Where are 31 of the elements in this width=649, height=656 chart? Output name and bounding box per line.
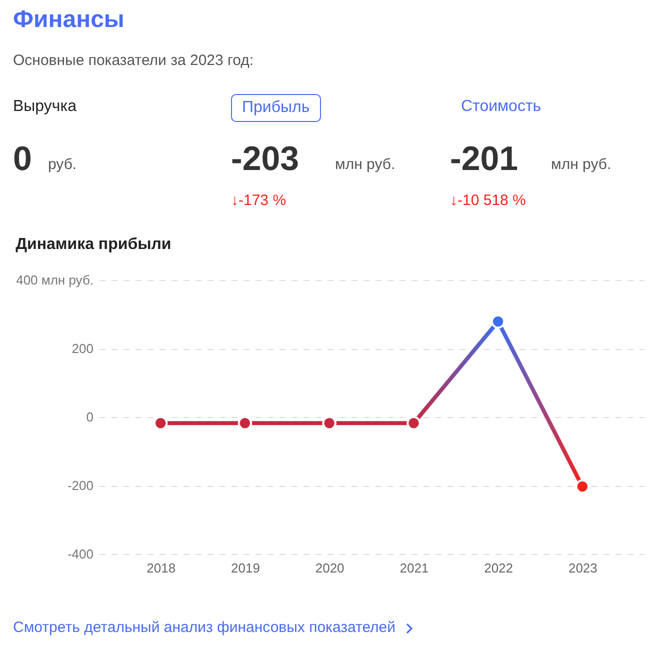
- point: [238, 416, 252, 430]
- text: Прибыль: [231, 94, 321, 122]
- y-tick-label: 0: [86, 410, 94, 424]
- text: Смотреть детальный анализ финансовых показателей: [13, 619, 397, 636]
- x-tick-label: 2023: [568, 560, 598, 576]
- x-tick-label: 2018: [146, 560, 176, 576]
- text: -203: [231, 140, 300, 179]
- text: млн руб.: [335, 156, 396, 173]
- x-tick-label: 2022: [484, 560, 514, 576]
- point: [322, 416, 336, 430]
- x-tick-label: 2021: [400, 560, 429, 576]
- point: [406, 416, 421, 430]
- chart-title: Динамика прибыли: [16, 236, 172, 253]
- y-tick-label: -400: [67, 546, 94, 562]
- point: [153, 416, 168, 430]
- text: ↓-10 518 %: [450, 192, 526, 209]
- text: Выручка: [13, 98, 76, 116]
- y-tick-label: 200: [72, 341, 94, 356]
- text: млн руб.: [551, 156, 612, 173]
- y-tick-label: -200: [67, 478, 94, 493]
- text: -201: [450, 140, 518, 179]
- text: Финансы: [13, 6, 124, 34]
- x-tick-label: 2020: [315, 560, 344, 576]
- text: 0: [13, 140, 32, 179]
- text: руб.: [48, 156, 77, 173]
- y-tick-label: 400 млн руб.: [16, 272, 94, 288]
- text: Основные показатели за 2023 год:: [13, 52, 254, 69]
- text: Стоимость: [461, 98, 542, 116]
- x-tick-label: 2019: [230, 560, 260, 576]
- point: [490, 314, 506, 329]
- text: ↓-173 %: [231, 192, 286, 209]
